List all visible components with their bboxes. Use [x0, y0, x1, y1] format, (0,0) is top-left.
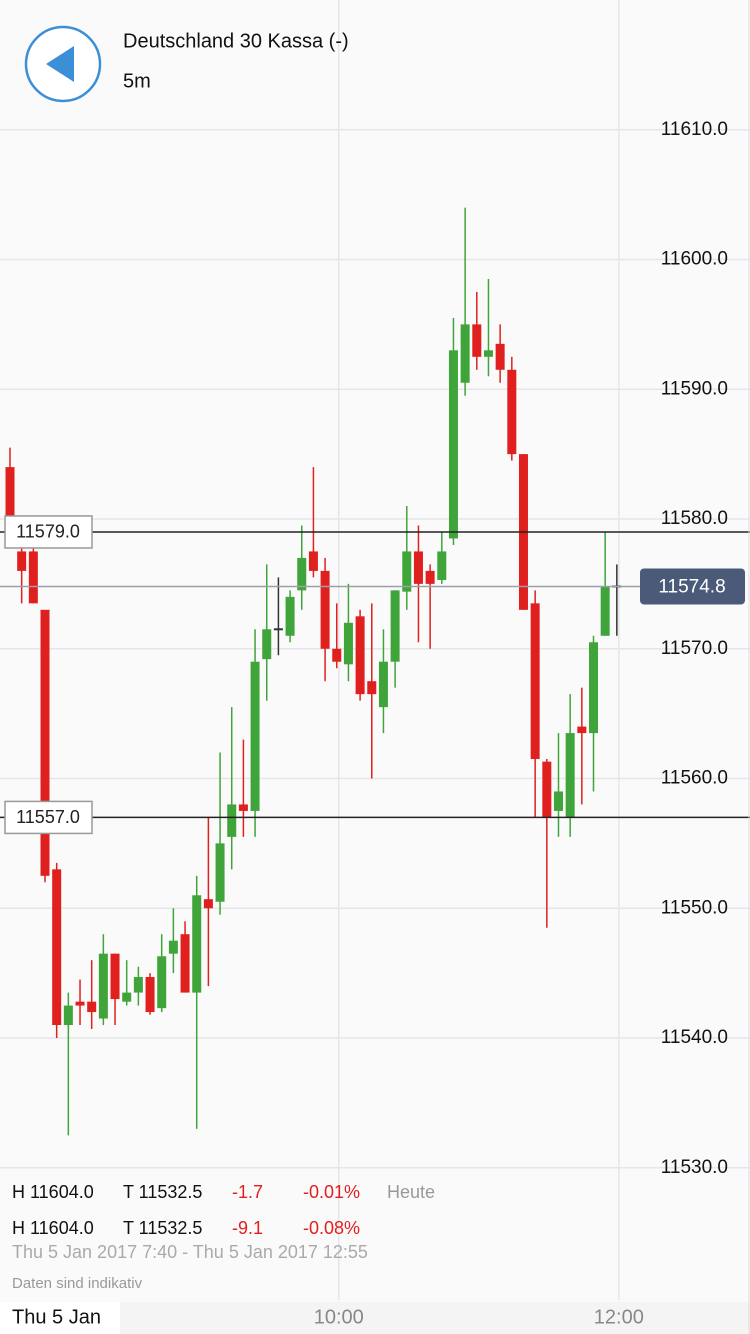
- last-price-box: [640, 568, 745, 605]
- body: [483, 350, 493, 357]
- high: H 11604.0: [12, 1218, 94, 1238]
- body: [262, 629, 272, 660]
- body: [460, 324, 470, 383]
- body: [472, 324, 482, 357]
- change-pct: -0.08%: [303, 1218, 360, 1238]
- body: [390, 590, 400, 662]
- y-tick-label: 11540.0: [661, 1027, 728, 1048]
- body: [565, 733, 575, 818]
- body: [343, 622, 353, 665]
- y-tick-label: 11600.0: [661, 249, 728, 270]
- body: [52, 869, 62, 1026]
- body: [367, 681, 377, 695]
- body: [238, 804, 248, 811]
- body: [273, 628, 283, 631]
- x-axis-bar: [0, 1302, 750, 1334]
- body: [192, 895, 202, 993]
- level-box: [4, 515, 93, 549]
- body: [157, 956, 167, 1009]
- change: -1.7: [232, 1182, 263, 1202]
- change-pct: -0.01%: [303, 1182, 360, 1202]
- body: [63, 1005, 73, 1026]
- body: [215, 843, 225, 902]
- body: [577, 726, 587, 734]
- body: [437, 551, 447, 580]
- body: [285, 596, 295, 636]
- x-tick-label: 10:00: [314, 1306, 364, 1328]
- high: H 11604.0: [12, 1182, 94, 1202]
- title: Deutschland 30 Kassa (-): [123, 30, 349, 52]
- body: [40, 609, 50, 876]
- low: T 11532.5: [123, 1182, 202, 1202]
- y-tick-label: 11610.0: [661, 119, 728, 140]
- body: [589, 642, 598, 734]
- body: [530, 603, 540, 760]
- change: -9.1: [232, 1218, 263, 1238]
- body: [402, 551, 412, 592]
- last-price-label: 11574.8: [658, 576, 725, 597]
- body: [98, 953, 108, 1019]
- body: [168, 940, 178, 954]
- x-tick-label: 12:00: [594, 1306, 644, 1328]
- body: [378, 661, 388, 708]
- y-tick-label: 11570.0: [661, 638, 728, 659]
- y-tick-label: 11580.0: [661, 508, 728, 529]
- header[interactable]: Deutschland 30 Kassa (-) 5m: [24, 25, 349, 103]
- level-label: 11579.0: [16, 522, 80, 542]
- back-icon: [46, 46, 74, 82]
- body: [87, 1001, 97, 1013]
- body: [553, 791, 563, 811]
- note: Daten sind indikativ: [12, 1275, 143, 1292]
- body: [413, 551, 423, 584]
- low: T 11532.5: [123, 1218, 202, 1238]
- body: [5, 467, 15, 519]
- body: [355, 616, 365, 695]
- level-box: [4, 800, 93, 835]
- range: Thu 5 Jan 2017 7:40 - Thu 5 Jan 2017 12:…: [12, 1242, 368, 1262]
- level-label: 11557.0: [16, 807, 80, 827]
- body: [122, 992, 132, 1002]
- body: [542, 761, 552, 818]
- date-box: [0, 1302, 120, 1334]
- y-tick-label: 11590.0: [661, 378, 728, 399]
- body: [110, 953, 120, 1000]
- interval: 5m: [123, 70, 151, 92]
- plot: 11530.0 11540.0 11550.0 11560.0 11570.0 11580…: [0, 0, 750, 1300]
- body: [17, 551, 27, 571]
- body: [320, 570, 330, 649]
- y-tick-label: 11550.0: [661, 897, 728, 918]
- body: [308, 551, 318, 571]
- body: [297, 557, 307, 591]
- x-axis: 10:00 12:00: [314, 1306, 644, 1328]
- body: [28, 551, 38, 604]
- body: [332, 648, 342, 662]
- info: H 11604.0 T 11532.5 -1.7 -0.01% Heute H …: [12, 1182, 435, 1292]
- body: [75, 1001, 85, 1006]
- y-tick-label: 11560.0: [661, 768, 728, 789]
- body: [425, 570, 435, 584]
- body: [203, 899, 213, 909]
- body: [448, 350, 458, 539]
- period: Heute: [387, 1182, 435, 1202]
- body: [250, 661, 260, 811]
- body: [133, 977, 143, 993]
- y-tick-label: 11530.0: [661, 1157, 728, 1178]
- body: [495, 343, 505, 370]
- body: [145, 977, 155, 1013]
- body: [600, 586, 610, 636]
- date-label: Thu 5 Jan: [12, 1306, 101, 1328]
- body: [507, 369, 517, 455]
- body: [180, 934, 190, 993]
- body: [227, 804, 237, 837]
